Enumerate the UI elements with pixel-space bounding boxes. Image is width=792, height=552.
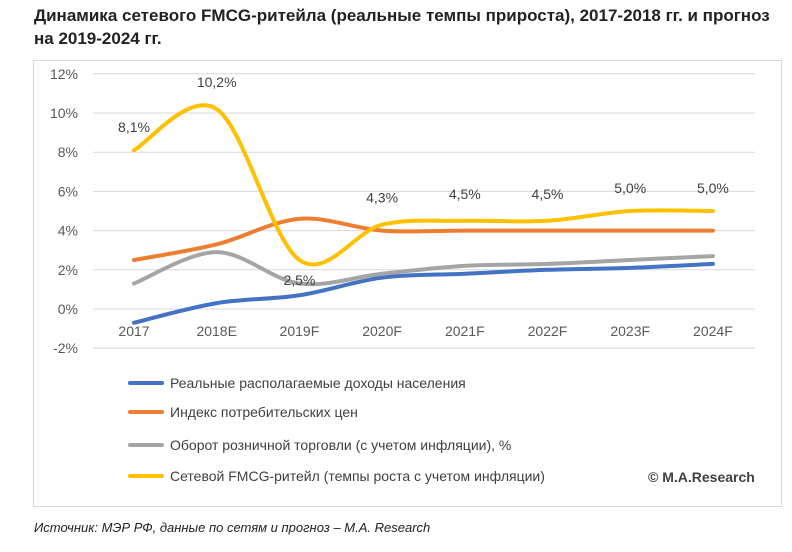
x-tick-label: 2019F [280, 323, 320, 339]
chart-frame [33, 60, 782, 507]
y-tick-label: 8% [58, 144, 78, 160]
series-line-1 [132, 216, 715, 262]
x-tick-label: 2024F [693, 323, 733, 339]
x-tick-label: 2021F [445, 323, 485, 339]
data-label: 4,3% [366, 190, 398, 206]
legend-swatch [128, 443, 164, 447]
x-tick-label: 2023F [610, 323, 650, 339]
data-label: 4,5% [449, 186, 481, 202]
y-tick-label: -2% [53, 340, 78, 356]
data-label: 5,0% [614, 180, 646, 196]
legend-label: Реальные располагаемые доходы населения [170, 375, 466, 391]
data-label: 8,1% [118, 119, 150, 135]
legend-item: Оборот розничной торговли (с учетом инфл… [128, 437, 511, 453]
y-tick-label: 10% [50, 105, 78, 121]
legend-swatch [128, 474, 164, 478]
chart-title: Динамика сетевого FMCG-ритейла (реальные… [34, 6, 770, 48]
x-tick-label: 2022F [528, 323, 568, 339]
copyright: © M.A.Research [648, 469, 755, 485]
y-tick-label: 0% [58, 301, 78, 317]
legend-label: Оборот розничной торговли (с учетом инфл… [170, 437, 512, 453]
data-label: 5,0% [697, 180, 729, 196]
y-tick-label: 12% [50, 66, 78, 82]
data-label: 4,5% [532, 186, 564, 202]
x-tick-label: 2018E [196, 323, 236, 339]
y-tick-label: 6% [58, 183, 78, 199]
legend-item: Реальные располагаемые доходы населения [128, 375, 466, 391]
y-tick-label: 2% [58, 262, 78, 278]
x-tick-label: 2020F [362, 323, 402, 339]
x-tick-label: 2017 [118, 323, 149, 339]
series-line-0 [132, 261, 715, 325]
legend-item: Индекс потребительских цен [128, 404, 358, 420]
series-line-3 [132, 103, 715, 267]
data-label: 2,5% [283, 272, 315, 288]
legend-label: Индекс потребительских цен [170, 404, 358, 420]
data-label: 10,2% [197, 74, 237, 90]
legend-label: Сетевой FMCG-ритейл (темпы роста с учето… [170, 468, 545, 484]
legend-swatch [128, 381, 164, 385]
series-line-2 [132, 250, 715, 287]
legend-item: Сетевой FMCG-ритейл (темпы роста с учето… [128, 468, 545, 484]
legend-swatch [128, 410, 164, 414]
source-note: Источник: МЭР РФ, данные по сетям и прог… [34, 520, 431, 535]
y-tick-label: 4% [58, 223, 78, 239]
